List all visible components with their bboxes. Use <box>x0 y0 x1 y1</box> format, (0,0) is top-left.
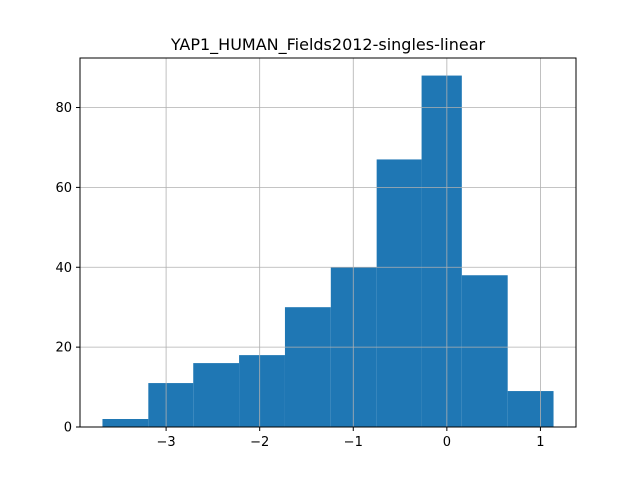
y-tick-label: 20 <box>55 341 72 356</box>
y-tick-label: 80 <box>55 101 72 116</box>
y-tick-label: 0 <box>64 421 72 436</box>
histogram-bar <box>102 419 149 427</box>
histogram-bar <box>421 75 462 427</box>
histogram-bar <box>376 159 422 427</box>
histogram-bar <box>148 383 194 427</box>
histogram-bar <box>507 391 554 427</box>
axes-layer <box>79 57 577 428</box>
histogram-bar <box>239 355 285 427</box>
bars-layer <box>80 58 576 428</box>
x-tick-label: −2 <box>250 435 269 450</box>
x-tick-label: −3 <box>157 435 176 450</box>
histogram-bar <box>284 307 331 427</box>
axes-frame <box>79 57 577 428</box>
x-tick-label: −1 <box>344 435 363 450</box>
x-tick-label: 1 <box>536 435 544 450</box>
histogram-bar <box>461 275 508 427</box>
chart-title: YAP1_HUMAN_Fields2012-singles-linear <box>170 35 486 55</box>
y-tick-label: 40 <box>55 261 72 276</box>
x-tick-label: 0 <box>443 435 451 450</box>
y-tick-label: 60 <box>55 181 72 196</box>
histogram-bar <box>193 363 240 427</box>
